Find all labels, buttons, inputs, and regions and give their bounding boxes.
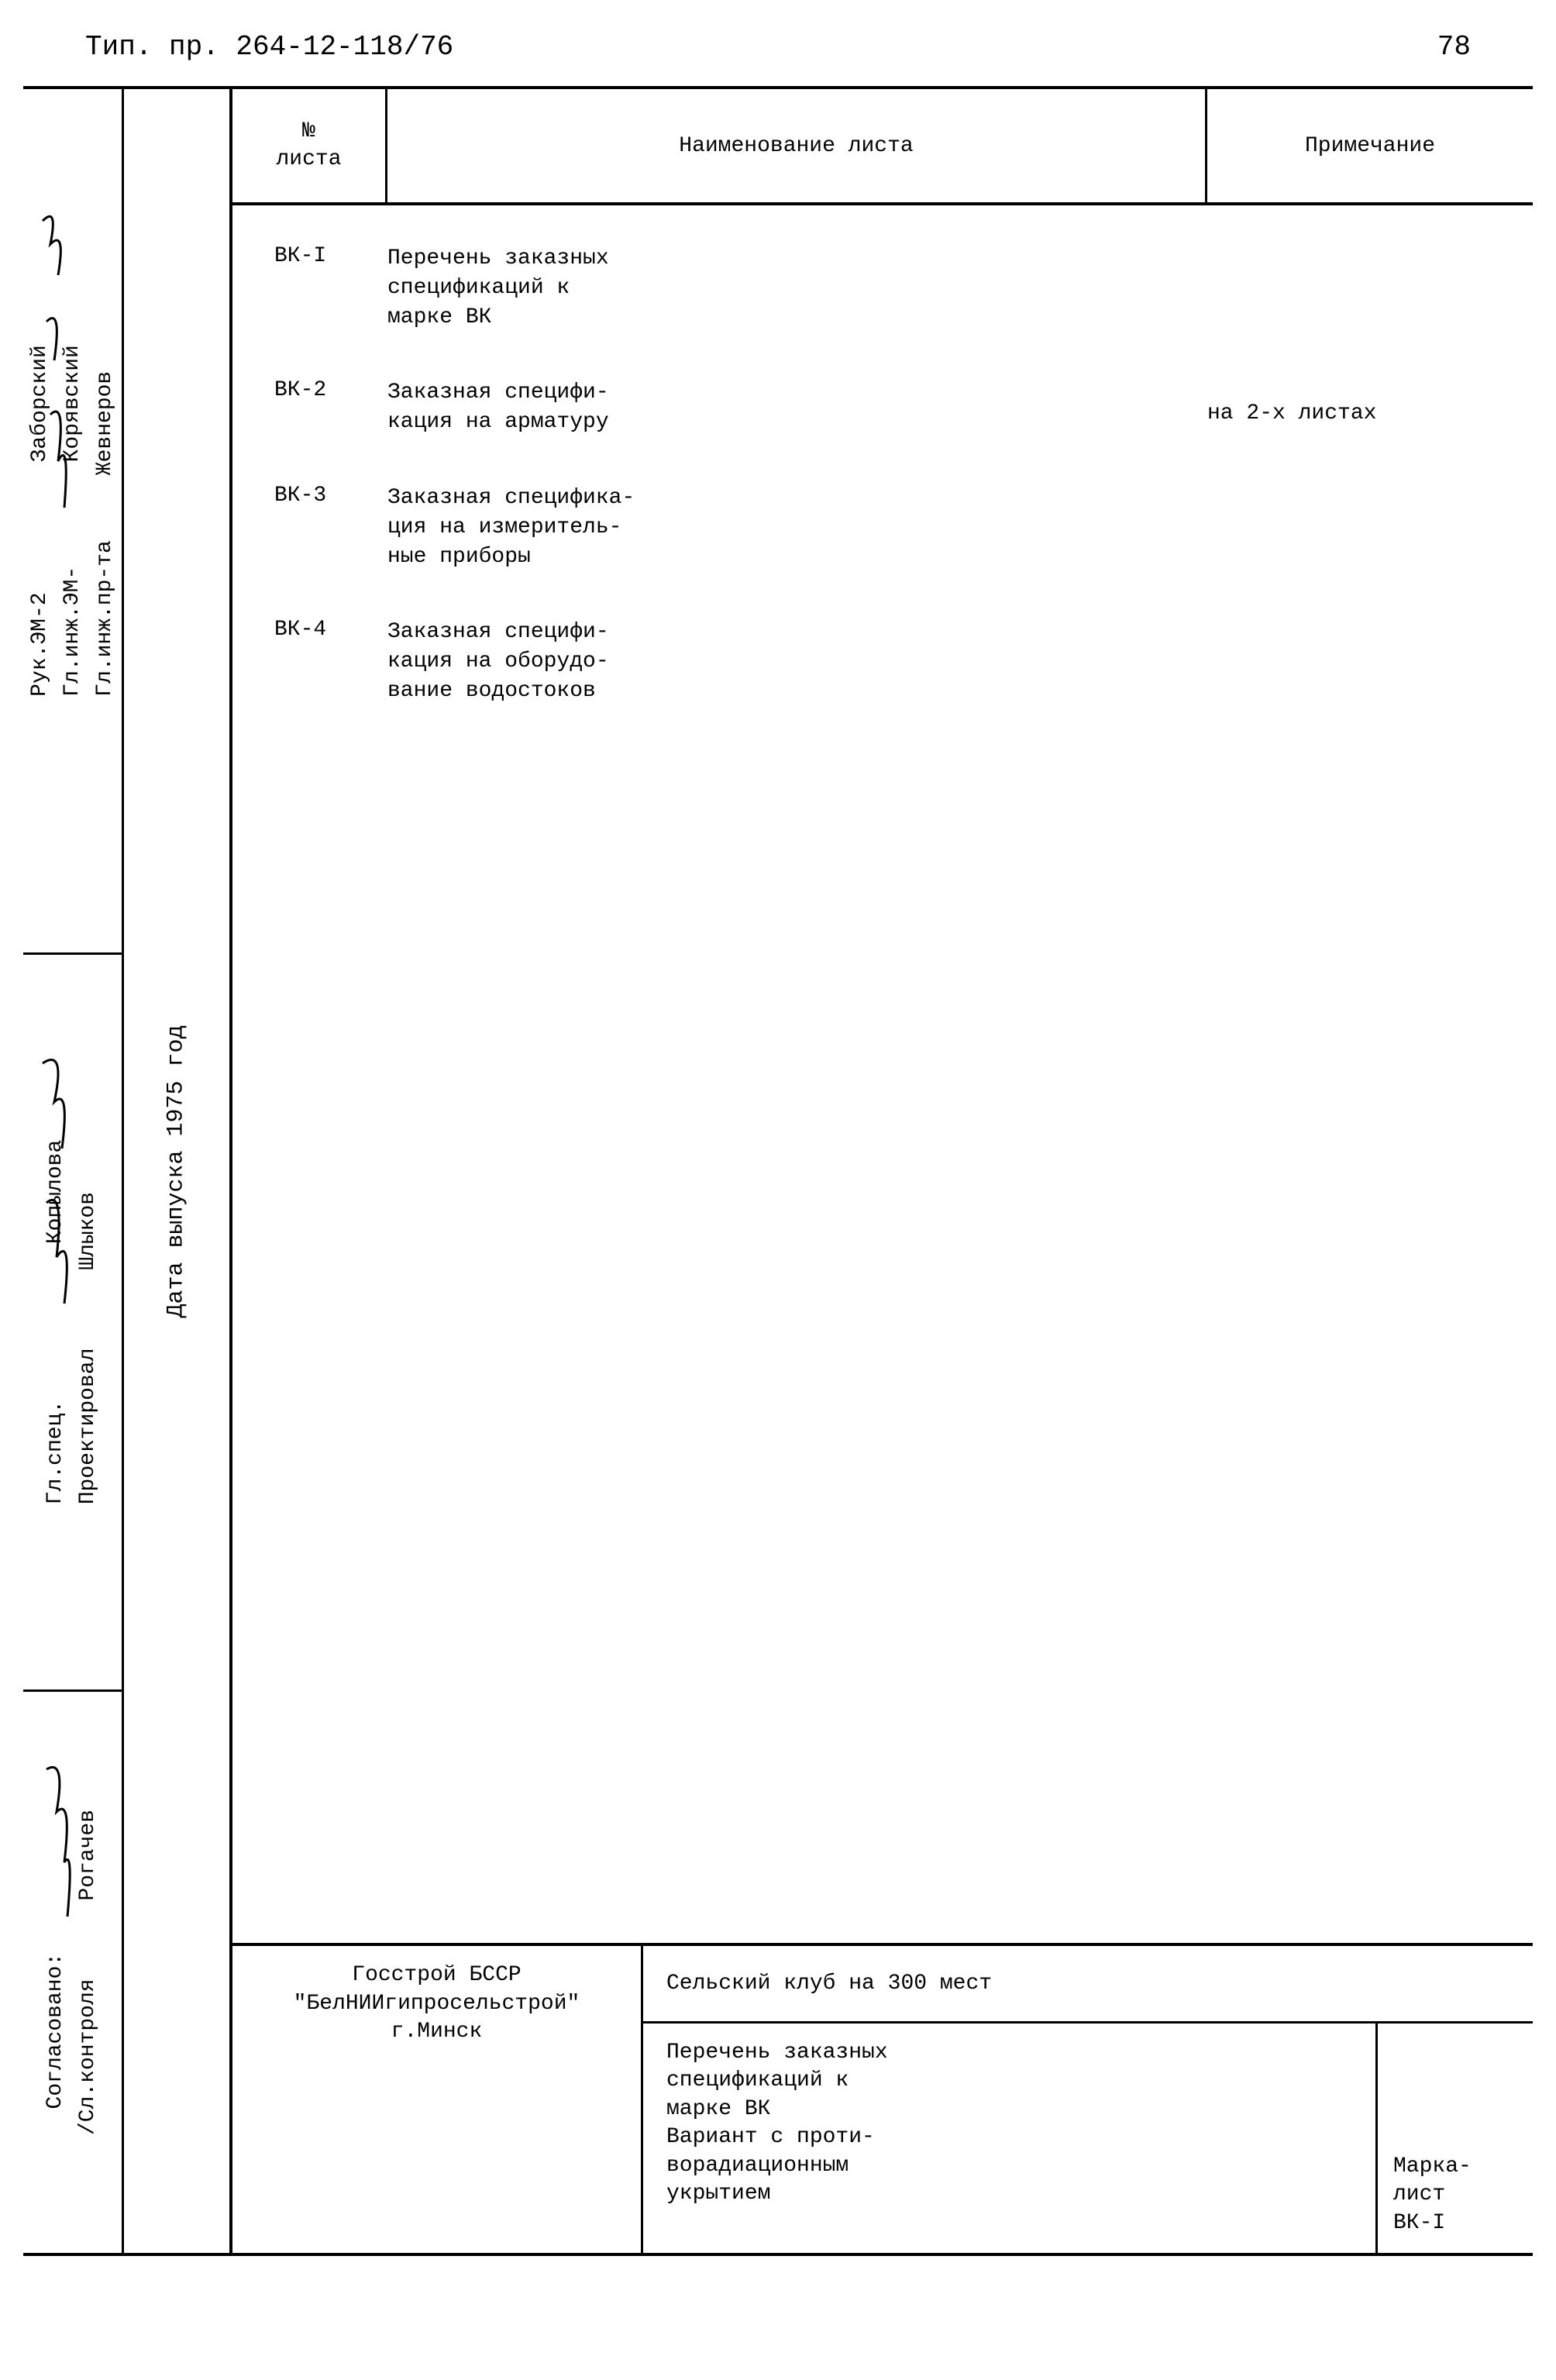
organization: Госстрой БССР "БелНИИгипросельстрой" г.М…	[232, 1946, 641, 2062]
marka-list: Марка- лист ВК-I	[1378, 2024, 1533, 2253]
cell-name: Заказная специфи- кация на арматуру	[387, 378, 1207, 437]
role-5: Проектировал	[77, 1348, 101, 1505]
th-sheet-number: № листа	[232, 89, 387, 202]
title-block-right: Сельский клуб на 300 мест Перечень заказ…	[643, 1946, 1533, 2253]
role-3: Гл.инж.пр-та	[93, 540, 117, 697]
page-number: 78	[1437, 31, 1471, 63]
cell-note: на 2-х листах	[1207, 378, 1510, 425]
table-row: ВК-I Перечень заказных спецификаций к ма…	[256, 244, 1510, 332]
cell-note	[1207, 618, 1510, 641]
name-6: Рогачев	[77, 1810, 101, 1901]
role-4: Гл.спец.	[44, 1400, 68, 1504]
role-2: Гл.инж.ЭМ-	[60, 567, 84, 697]
table-body: ВК-I Перечень заказных спецификаций к ма…	[232, 205, 1533, 1943]
sheet-description: Перечень заказных спецификаций к марке В…	[643, 2024, 1378, 2253]
page-header: Тип. пр. 264-12-118/76 78	[23, 31, 1533, 86]
cell-num: ВК-2	[256, 378, 387, 402]
approval-block-3: Согласовано: /Сл.контроля Рогачев	[23, 1692, 124, 2253]
approval-block-2: Гл.спец. Копылова Проектировал Шлыков	[23, 955, 124, 1691]
title-block-empty	[232, 2062, 641, 2253]
cell-note	[1207, 484, 1510, 507]
name-4: Копылова	[44, 1140, 68, 1244]
main-container: Рук.ЭМ-2 Заборский Гл.инж.ЭМ- Корявский …	[23, 86, 1533, 2256]
cell-name: Перечень заказных спецификаций к марке В…	[387, 244, 1207, 332]
th-sheet-name: Наименование листа	[387, 89, 1207, 202]
approval-block-1: Рук.ЭМ-2 Заборский Гл.инж.ЭМ- Корявский …	[23, 89, 124, 955]
cell-num: ВК-3	[256, 484, 387, 508]
date-column: Дата выпуска 1975 год	[124, 86, 232, 2256]
cell-note	[1207, 244, 1510, 267]
name-1: Заборский	[28, 345, 52, 462]
cell-name: Заказная специфи- кация на оборудо- вани…	[387, 618, 1207, 705]
cell-name: Заказная специфика- ция на измеритель- н…	[387, 484, 1207, 571]
role-6: Согласовано:	[44, 1953, 68, 2110]
cell-num: ВК-I	[256, 244, 387, 268]
role-1: Рук.ЭМ-2	[28, 593, 52, 697]
th-note: Примечание	[1207, 89, 1533, 202]
approval-sidebar: Рук.ЭМ-2 Заборский Гл.инж.ЭМ- Корявский …	[23, 86, 124, 2256]
table-header: № листа Наименование листа Примечание	[232, 89, 1533, 205]
project-title: Сельский клуб на 300 мест	[643, 1946, 1533, 2024]
cell-num: ВК-4	[256, 618, 387, 642]
role-7: /Сл.контроля	[77, 1979, 101, 2135]
name-5: Шлыков	[77, 1192, 101, 1270]
content-area: № листа Наименование листа Примечание ВК…	[232, 86, 1533, 2256]
name-3: Жевнеров	[93, 371, 117, 475]
title-block-left: Госстрой БССР "БелНИИгипросельстрой" г.М…	[232, 1946, 643, 2253]
issue-date: Дата выпуска 1975 год	[164, 1025, 190, 1317]
title-block: Госстрой БССР "БелНИИгипросельстрой" г.М…	[232, 1943, 1533, 2253]
table-row: ВК-2 Заказная специфи- кация на арматуру…	[256, 378, 1510, 437]
doc-number: Тип. пр. 264-12-118/76	[85, 31, 453, 63]
table-row: ВК-4 Заказная специфи- кация на оборудо-…	[256, 618, 1510, 705]
name-2: Корявский	[60, 345, 84, 462]
table-row: ВК-3 Заказная специфика- ция на измерите…	[256, 484, 1510, 571]
